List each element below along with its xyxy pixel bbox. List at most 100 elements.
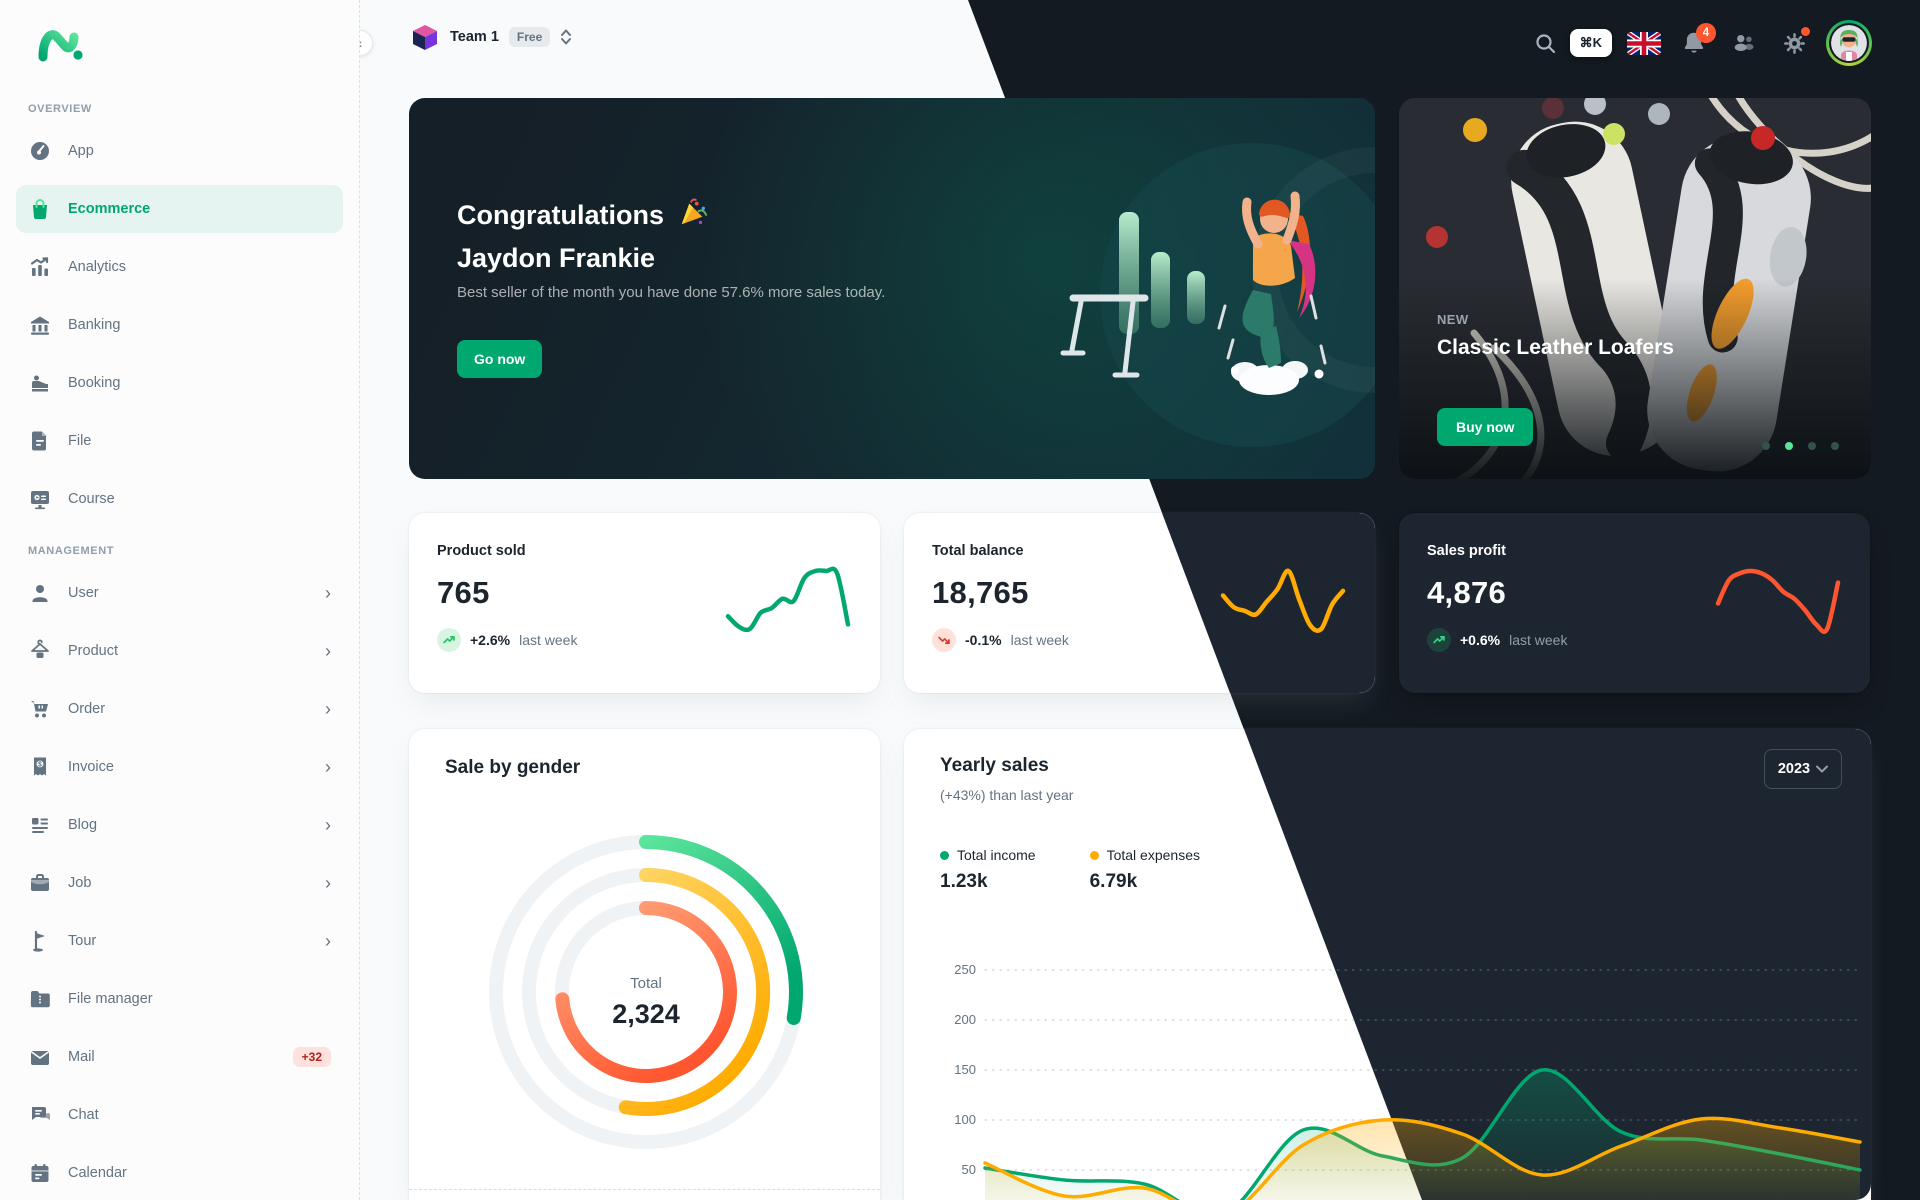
dashboard-icon xyxy=(28,139,52,163)
legend-expenses-value: 6.79k xyxy=(1089,871,1138,892)
language-flag-icon[interactable] xyxy=(1626,25,1662,61)
chart-legend: Total income 1.23k Total expenses 6.79k xyxy=(940,847,1200,893)
command-k-shortcut[interactable]: ⌘K xyxy=(1569,29,1612,57)
nav-section-label: MANAGEMENT xyxy=(28,545,115,557)
chevron-right-icon: › xyxy=(325,873,331,893)
sidebar-item-banking[interactable]: Banking xyxy=(16,301,343,349)
workspace-cube-icon xyxy=(413,25,437,50)
job-icon xyxy=(28,871,52,895)
carousel-dot-1[interactable] xyxy=(1762,442,1770,450)
course-icon xyxy=(28,487,52,511)
year-select-value: 2023 xyxy=(1777,761,1811,777)
sidebar-item-order[interactable]: Order › xyxy=(16,685,343,733)
sidebar-item-product[interactable]: Product › xyxy=(16,627,343,675)
svg-text:150: 150 xyxy=(954,1062,976,1077)
stat-card-product-sold: Product sold 765 +2.6% last week xyxy=(409,513,880,693)
sidebar-item-booking[interactable]: Booking xyxy=(16,359,343,407)
shopping-bag-icon xyxy=(28,197,52,221)
sidebar-item-label: Ecommerce xyxy=(68,201,151,217)
stat-delta: -0.1% xyxy=(965,632,1002,648)
sidebar-item-tour[interactable]: Tour › xyxy=(16,917,343,965)
workspace-switcher[interactable]: Team 1 Free xyxy=(410,22,572,52)
mail-count-badge: +32 xyxy=(292,1047,331,1067)
stat-title: Sales profit xyxy=(1427,543,1506,559)
congrats-subtitle: Best seller of the month you have done 5… xyxy=(457,284,886,301)
sidebar-item-label: Order xyxy=(68,701,106,717)
sidebar-item-app[interactable]: App xyxy=(16,127,343,175)
total-balance-sparkline xyxy=(1217,565,1349,635)
carousel-dot-4[interactable] xyxy=(1831,442,1839,450)
settings-gear-icon[interactable] xyxy=(1776,25,1812,61)
sidebar-nav: OVERVIEW App Ecommerce Analytics Banking Book… xyxy=(0,103,359,1197)
sidebar-item-label: Mail xyxy=(68,1049,95,1065)
contacts-icon[interactable] xyxy=(1726,25,1762,61)
sidebar-item-label: Blog xyxy=(68,817,98,833)
congrats-title-line1: Congratulations xyxy=(457,198,708,230)
sidebar-item-label: File manager xyxy=(68,991,153,1007)
sidebar-item-file-manager[interactable]: File manager xyxy=(16,975,343,1023)
sidebar-item-user[interactable]: User › xyxy=(16,569,343,617)
yearly-area-chart: 250 200 150 100 50 xyxy=(904,729,1871,1200)
chat-icon xyxy=(28,1103,52,1127)
blog-icon xyxy=(28,813,52,837)
chevron-down-icon xyxy=(1816,765,1829,773)
sidebar-item-label: Chat xyxy=(68,1107,99,1123)
legend-income-value: 1.23k xyxy=(940,871,988,892)
go-now-button[interactable]: Go now xyxy=(457,340,543,378)
sidebar-item-label: Product xyxy=(68,643,118,659)
svg-text:100: 100 xyxy=(954,1112,976,1127)
search-icon[interactable] xyxy=(1528,25,1564,61)
nav-section-label: OVERVIEW xyxy=(28,103,92,115)
product-new-tag: NEW xyxy=(1437,312,1469,327)
sidebar-item-label: Job xyxy=(68,875,92,891)
sale-by-gender-card: Sale by gender Total 2,324 xyxy=(409,729,880,1200)
chevron-right-icon: › xyxy=(325,583,331,603)
sidebar-item-job[interactable]: Job › xyxy=(16,859,343,907)
sidebar-item-label: Tour xyxy=(68,933,97,949)
carousel-dot-3[interactable] xyxy=(1808,442,1816,450)
gender-total-label: Total xyxy=(630,975,662,992)
calendar-icon xyxy=(28,1161,52,1185)
account-avatar[interactable] xyxy=(1826,20,1872,66)
invoice-icon: $ xyxy=(28,755,52,779)
year-select[interactable]: 2023 xyxy=(1764,749,1842,789)
sales-profit-sparkline xyxy=(1712,565,1844,635)
sidebar-item-mail[interactable]: Mail +32 xyxy=(16,1033,343,1081)
workspace-plan-badge: Free xyxy=(508,27,551,47)
notifications-bell-icon[interactable]: 4 xyxy=(1676,23,1716,61)
stat-value: 765 xyxy=(437,575,490,610)
svg-text:50: 50 xyxy=(962,1162,976,1177)
product-icon xyxy=(28,639,52,663)
sidebar-item-ecommerce[interactable]: Ecommerce xyxy=(16,185,343,233)
user-icon xyxy=(28,581,52,605)
yearly-title: Yearly sales xyxy=(940,755,1049,776)
tour-icon xyxy=(28,929,52,953)
chevron-right-icon: › xyxy=(325,699,331,719)
sidebar-item-analytics[interactable]: Analytics xyxy=(16,243,343,291)
legend-total-expenses: Total expenses 6.79k xyxy=(1089,847,1200,892)
sidebar-item-label: User xyxy=(68,585,99,601)
sidebar-item-label: Invoice xyxy=(68,759,114,775)
order-icon xyxy=(28,697,52,721)
divider xyxy=(409,1189,880,1190)
congrats-title-line2: Jaydon Frankie xyxy=(457,243,656,273)
stat-title: Total balance xyxy=(932,543,1024,559)
sidebar: OVERVIEW App Ecommerce Analytics Banking Book… xyxy=(0,0,360,1200)
analytics-icon xyxy=(28,255,52,279)
sidebar-item-calendar[interactable]: Calendar xyxy=(16,1149,343,1197)
sidebar-item-file[interactable]: File xyxy=(16,417,343,465)
app-logo-icon[interactable] xyxy=(38,26,84,62)
sidebar-item-chat[interactable]: Chat xyxy=(16,1091,343,1139)
svg-text:$: $ xyxy=(38,761,42,768)
sidebar-item-invoice[interactable]: $ Invoice › xyxy=(16,743,343,791)
sidebar-item-course[interactable]: Course xyxy=(16,475,343,523)
file-icon xyxy=(28,429,52,453)
carousel-dot-2[interactable] xyxy=(1785,442,1793,450)
product-sold-sparkline xyxy=(722,565,854,635)
buy-now-button[interactable]: Buy now xyxy=(1437,408,1534,446)
trending-down-icon xyxy=(932,628,956,652)
sidebar-item-blog[interactable]: Blog › xyxy=(16,801,343,849)
trending-up-icon xyxy=(1427,628,1451,652)
stat-period: last week xyxy=(1509,632,1568,648)
